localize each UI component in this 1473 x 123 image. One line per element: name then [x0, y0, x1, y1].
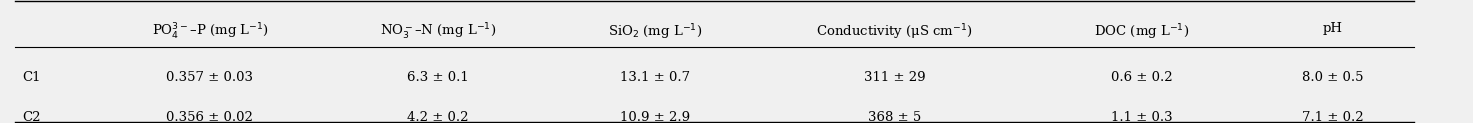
Text: 6.3 ± 0.1: 6.3 ± 0.1: [408, 71, 468, 84]
Text: C1: C1: [22, 71, 41, 84]
Text: NO$_3^-$–N (mg L$^{-1}$): NO$_3^-$–N (mg L$^{-1}$): [380, 22, 496, 42]
Text: SiO$_2$ (mg L$^{-1}$): SiO$_2$ (mg L$^{-1}$): [608, 22, 703, 42]
Text: 0.357 ± 0.03: 0.357 ± 0.03: [166, 71, 253, 84]
Text: DOC (mg L$^{-1}$): DOC (mg L$^{-1}$): [1094, 22, 1189, 42]
Text: 0.356 ± 0.02: 0.356 ± 0.02: [166, 111, 253, 123]
Text: 4.2 ± 0.2: 4.2 ± 0.2: [408, 111, 468, 123]
Text: 8.0 ± 0.5: 8.0 ± 0.5: [1302, 71, 1364, 84]
Text: 0.6 ± 0.2: 0.6 ± 0.2: [1111, 71, 1173, 84]
Text: Conductivity (μS cm$^{-1}$): Conductivity (μS cm$^{-1}$): [816, 22, 974, 42]
Text: 1.1 ± 0.3: 1.1 ± 0.3: [1111, 111, 1173, 123]
Text: 368 ± 5: 368 ± 5: [868, 111, 922, 123]
Text: 311 ± 29: 311 ± 29: [865, 71, 925, 84]
Text: pH: pH: [1323, 22, 1343, 35]
Text: C2: C2: [22, 111, 41, 123]
Text: 10.9 ± 2.9: 10.9 ± 2.9: [620, 111, 691, 123]
Text: PO$_4^{3-}$–P (mg L$^{-1}$): PO$_4^{3-}$–P (mg L$^{-1}$): [152, 22, 268, 42]
Text: 13.1 ± 0.7: 13.1 ± 0.7: [620, 71, 691, 84]
Text: 7.1 ± 0.2: 7.1 ± 0.2: [1302, 111, 1364, 123]
